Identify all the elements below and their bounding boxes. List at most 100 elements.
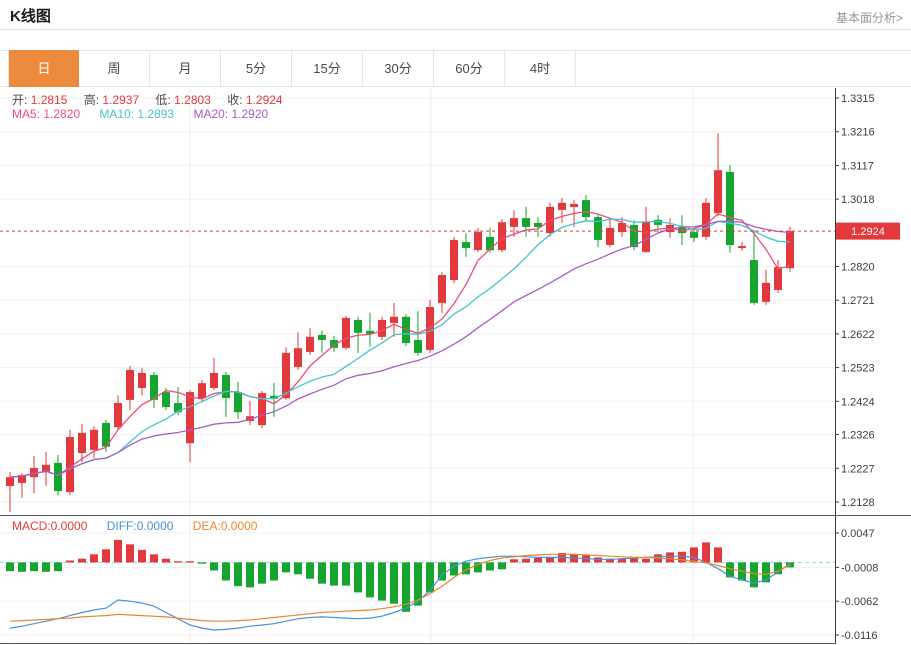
high-value: 1.2937 [102, 93, 140, 107]
candle-body [78, 432, 86, 453]
candle-body [714, 170, 722, 214]
current-price-marker [836, 222, 900, 240]
macd-bar [270, 562, 278, 581]
tab-month[interactable]: 月 [150, 51, 221, 86]
candle-body [390, 316, 398, 323]
macd-bar [690, 547, 698, 563]
fundamental-analysis-link[interactable]: 基本面分析> [835, 11, 903, 25]
ma10-line [9, 218, 791, 478]
tab-week[interactable]: 周 [79, 51, 150, 86]
macd-bar [546, 558, 554, 563]
macd-bar [222, 562, 230, 581]
macd-bar [498, 562, 506, 570]
macd-bar [522, 558, 530, 563]
price-axis-label: 1.3216 [841, 127, 875, 139]
high-label: 高: [83, 93, 100, 107]
candle-body [498, 222, 506, 251]
candle-body [630, 225, 638, 248]
candle-body [234, 392, 242, 413]
macd-bar [414, 562, 422, 606]
price-axis-label: 1.2128 [841, 497, 875, 509]
open-label: 开: [12, 93, 28, 107]
price-axis-label: 1.2326 [841, 430, 875, 442]
candle-body [342, 317, 350, 348]
candle-body [786, 231, 794, 269]
macd-bar [90, 554, 98, 563]
candle-body [378, 319, 386, 337]
candle-body [462, 242, 470, 249]
macd-bar [150, 554, 158, 563]
candle-body [450, 239, 458, 281]
candle-body [330, 340, 338, 348]
macd-bar [750, 562, 758, 588]
macd-axis-label: 0.0047 [841, 528, 875, 540]
macd-axis-label: -0.0062 [841, 596, 878, 608]
tab-30min[interactable]: 30分 [363, 51, 434, 86]
macd-bar [126, 544, 134, 563]
tab-15min[interactable]: 15分 [292, 51, 363, 86]
macd-bar [114, 539, 122, 563]
macd-bar [426, 562, 434, 593]
tab-4hour[interactable]: 4时 [505, 51, 576, 86]
price-axis-label: 1.2820 [841, 262, 875, 274]
tab-5min[interactable]: 5分 [221, 51, 292, 86]
open-value: 1.2815 [30, 93, 68, 107]
candle-body [366, 330, 374, 334]
kline-chart[interactable]: 1.3315 1.3216 1.3117 1.3018 1.2820 1.2721 1.26… [0, 88, 911, 645]
close-label: 收: [227, 93, 243, 107]
candle-body [702, 202, 710, 237]
price-axis-label: 1.2227 [841, 463, 875, 475]
macd-bar [726, 562, 734, 578]
candle-body [654, 219, 662, 225]
candle-body [750, 260, 758, 303]
candle-body [558, 202, 566, 210]
page-title: K线图 [10, 8, 51, 25]
macd-bar [294, 562, 302, 575]
macd-bar [174, 561, 182, 563]
candle-body [42, 464, 50, 472]
candle-body [510, 218, 518, 227]
macd-bar [450, 562, 458, 576]
diff-value: DIFF:0.0000 [106, 519, 174, 533]
macd-bar [774, 562, 782, 575]
tab-60min[interactable]: 60分 [434, 51, 505, 86]
candle-body [198, 383, 206, 399]
tab-day[interactable]: 日 [9, 50, 79, 87]
macd-bar [666, 552, 674, 563]
macd-bar [318, 562, 326, 584]
candle-body [582, 200, 590, 218]
low-value: 1.2803 [174, 93, 211, 107]
macd-bar [438, 562, 446, 581]
macd-readout: MACD:0.0000 DIFF:0.0000 DEA:0.0000 [12, 519, 257, 533]
ma-readout: MA5: 1.2820 MA10: 1.2893 MA20: 1.2920 [12, 107, 268, 121]
candle-body [222, 375, 230, 399]
macd-bar [366, 562, 374, 598]
candle-body [66, 437, 74, 493]
price-axis-label: 1.3117 [841, 160, 874, 172]
page-header: K线图 基本面分析> [0, 0, 911, 30]
low-label: 低: [155, 93, 171, 107]
candle-body [6, 477, 14, 486]
candle-body [126, 369, 134, 400]
macd-bar [18, 562, 26, 572]
macd-bar [618, 558, 626, 563]
macd-bar [210, 562, 218, 571]
candle-body [306, 336, 314, 352]
candle-body [474, 232, 482, 251]
candle-body [570, 203, 578, 207]
ma20-line [9, 220, 791, 478]
candle-body [138, 373, 146, 388]
candle-body [726, 171, 734, 246]
macd-bar [282, 562, 290, 573]
dea-line [9, 553, 791, 622]
period-tabbar: 日 周 月 5分 15分 30分 60分 4时 [0, 50, 911, 87]
macd-bar [594, 557, 602, 563]
candle-body [258, 393, 266, 426]
diff-line [9, 555, 791, 631]
candle-body [762, 282, 770, 302]
candle-body [174, 403, 182, 413]
candle-body [210, 373, 218, 388]
candle-body [318, 334, 326, 340]
macd-bar [342, 562, 350, 586]
